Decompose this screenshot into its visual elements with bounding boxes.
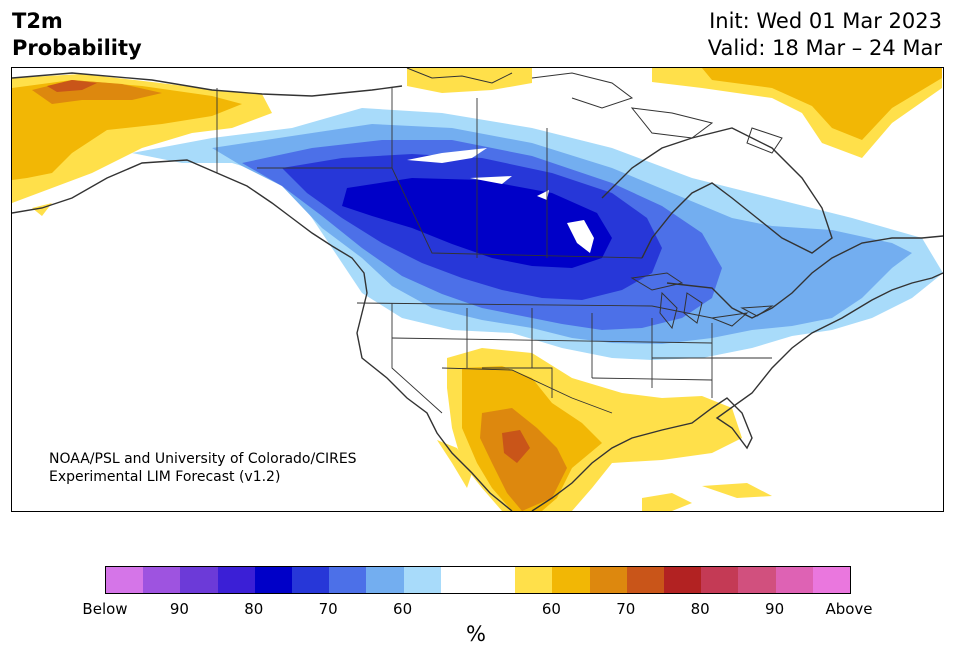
colorbar-tick-label: 90 [169,600,189,618]
alaska-warm-max [47,80,97,92]
arctic-warm-region [407,68,532,93]
alaska-warm-core [12,80,242,180]
probability-map-svg [12,68,943,511]
lake-manitoba [470,176,512,184]
lake-winnipeg [567,220,594,253]
colorbar-cell [292,567,330,593]
colorbar-cell [143,567,181,593]
colorbar-tick-label: 70 [318,600,338,618]
south-warm-peak [480,408,567,511]
arctic-islands [406,68,783,154]
colorbar-cell [701,567,739,593]
colorbar-tick-label: 60 [541,600,561,618]
colorbar-cell [254,567,293,593]
hudson-bay [407,148,487,163]
caribbean-warm [642,493,692,511]
forecast-dates: Init: Wed 01 Mar 2023 Valid: 18 Mar – 24… [708,8,942,62]
colorbar-cell [403,567,441,593]
colorbar-tick-label: 70 [616,600,636,618]
map-credit: NOAA/PSL and University of Colorado/CIRE… [49,450,357,486]
great-lakes [630,272,774,330]
colorbar-unit: % [466,622,486,646]
colorbar-cell [552,567,590,593]
south-warm-max [502,430,530,463]
credit-line-1: NOAA/PSL and University of Colorado/CIRE… [49,451,357,467]
colorbar-cell [738,567,776,593]
political-borders [216,88,772,414]
greenland-warm-core [702,68,942,140]
forecast-map: NOAA/PSL and University of Colorado/CIRE… [11,67,944,512]
colorbar-tick-label: Above [825,600,873,618]
title-variable: T2m [12,9,63,33]
colorbar-cell [812,567,851,593]
baja-warm [437,440,472,488]
colorbar-cell [217,567,255,593]
valid-range: Valid: 18 Mar – 24 Mar [707,36,942,60]
credit-line-2: Experimental LIM Forecast (v1.2) [49,469,281,485]
colorbar-cell [366,567,404,593]
colorbar-cell [589,567,627,593]
colorbar-tick-label: 80 [690,600,710,618]
map-title: T2m Probability [12,8,142,62]
colorbar-cell [664,567,702,593]
colorbar [105,566,851,594]
colorbar-cell [180,567,218,593]
colorbar-cell [626,567,665,593]
colorbar-cell [329,567,367,593]
init-date: Init: Wed 01 Mar 2023 [709,9,942,33]
colorbar-tick-label: 90 [765,600,785,618]
colorbar-tick-label: 80 [244,600,264,618]
lake-small [537,190,549,200]
title-quantity: Probability [12,36,142,60]
colorbar-cell [478,567,516,593]
colorbar-cell [440,567,479,593]
coastlines [12,72,943,511]
colorbar-cell [775,567,813,593]
colorbar-cell [106,567,144,593]
colorbar-tick-label: Below [82,600,128,618]
colorbar-cell [515,567,553,593]
cuba-warm [702,483,772,498]
colorbar-ticks: Below 90 80 70 60 60 70 80 90 Above [82,600,872,620]
colorbar-tick-label: 60 [393,600,413,618]
